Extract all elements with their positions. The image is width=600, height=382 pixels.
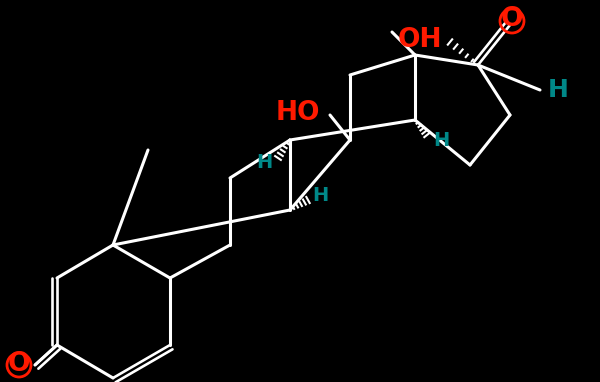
Text: H: H xyxy=(433,131,449,149)
Text: O: O xyxy=(8,351,30,377)
Text: H: H xyxy=(312,186,328,204)
Text: H: H xyxy=(256,152,272,172)
Text: HO: HO xyxy=(275,100,320,126)
Text: H: H xyxy=(548,78,569,102)
Text: O: O xyxy=(501,6,523,32)
Text: OH: OH xyxy=(398,27,442,53)
